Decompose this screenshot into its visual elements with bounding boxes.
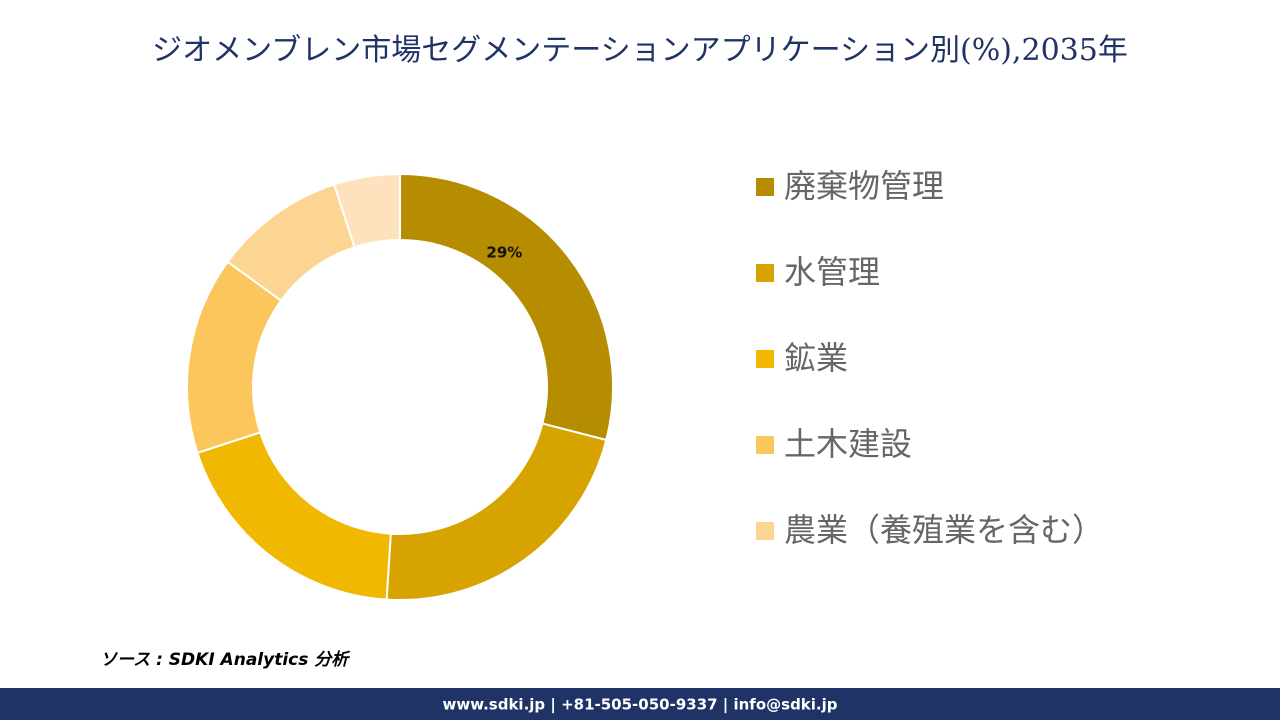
slice (332, 172, 401, 249)
legend-label: 鉱業 (784, 339, 848, 377)
slice (399, 172, 614, 442)
legend-swatch (756, 264, 774, 282)
legend-label: 水管理 (784, 253, 880, 291)
legend-label: 農業（養殖業を含む） (784, 511, 1104, 549)
legend-swatch (756, 436, 774, 454)
legend-swatch (756, 178, 774, 196)
donut: 29% (186, 172, 614, 601)
slice (385, 422, 608, 601)
chart-title: ジオメンブレン市場セグメンテーションアプリケーション別(%),2035年 (152, 33, 1128, 68)
legend-label: 土木建設 (784, 425, 912, 463)
legend-swatch (756, 522, 774, 540)
footer-text: www.sdki.jp | +81-505-050-9337 | info@sd… (442, 696, 837, 715)
source: ソース : SDKI Analytics 分析 (100, 650, 351, 670)
footer-bar (0, 688, 1280, 720)
legend-label: 廃棄物管理 (784, 167, 944, 205)
slice (196, 431, 392, 601)
legend-swatch (756, 350, 774, 368)
data-label: 29% (486, 243, 522, 261)
